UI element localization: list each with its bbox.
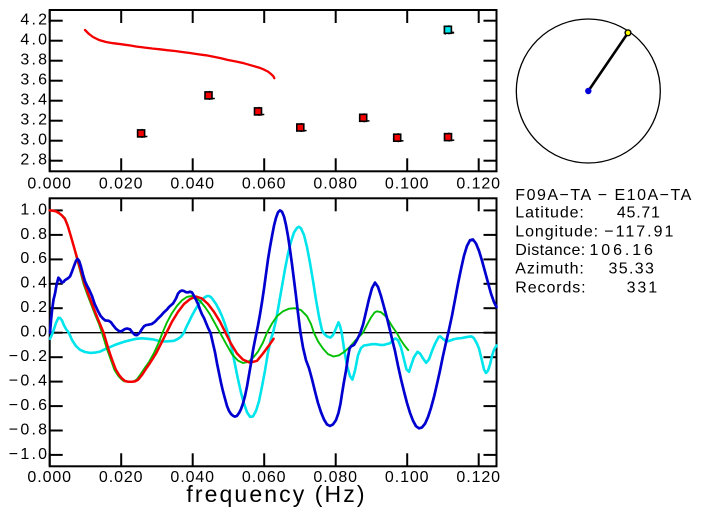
svg-text:Longitude:: Longitude: [515, 223, 599, 240]
svg-text:0.040: 0.040 [170, 175, 215, 192]
svg-text:Azimuth:: Azimuth: [515, 260, 584, 277]
svg-text:0.6: 0.6 [20, 250, 49, 267]
svg-text:4.2: 4.2 [20, 12, 49, 29]
svg-text:35.33: 35.33 [609, 260, 656, 277]
svg-text:F09A−TA − E10A−TA: F09A−TA − E10A−TA [515, 187, 692, 204]
svg-text:45.71: 45.71 [617, 204, 661, 221]
svg-text:2.8: 2.8 [20, 152, 49, 169]
svg-text:0.100: 0.100 [385, 469, 430, 486]
svg-text:106.16: 106.16 [590, 242, 656, 259]
svg-text:−0.2: −0.2 [9, 348, 49, 365]
svg-text:frequency (Hz): frequency (Hz) [186, 481, 366, 507]
svg-text:Records:: Records: [515, 279, 586, 296]
svg-text:0.0: 0.0 [20, 324, 49, 341]
svg-text:−0.8: −0.8 [9, 421, 49, 438]
svg-text:0.060: 0.060 [242, 469, 287, 486]
svg-text:0.040: 0.040 [170, 469, 215, 486]
svg-text:0.4: 0.4 [20, 275, 49, 292]
svg-text:0.020: 0.020 [99, 469, 144, 486]
svg-text:0.120: 0.120 [456, 469, 501, 486]
svg-text:0.080: 0.080 [313, 175, 358, 192]
svg-text:0.000: 0.000 [27, 175, 72, 192]
svg-text:331: 331 [627, 279, 659, 296]
svg-text:−0.4: −0.4 [9, 373, 49, 390]
svg-text:1.0: 1.0 [20, 201, 49, 218]
svg-text:0.100: 0.100 [385, 175, 430, 192]
svg-text:0.060: 0.060 [242, 175, 287, 192]
svg-text:0.8: 0.8 [20, 226, 49, 243]
svg-text:0.120: 0.120 [456, 175, 501, 192]
svg-text:0.2: 0.2 [20, 299, 49, 316]
svg-text:3.0: 3.0 [20, 132, 49, 149]
svg-text:3.4: 3.4 [20, 92, 49, 109]
svg-text:4.0: 4.0 [20, 32, 49, 49]
svg-text:3.8: 3.8 [20, 52, 49, 69]
svg-text:0.080: 0.080 [313, 469, 358, 486]
svg-text:Latitude:: Latitude: [515, 204, 584, 221]
svg-text:−1.0: −1.0 [9, 446, 49, 463]
svg-text:Distance:: Distance: [515, 242, 585, 259]
svg-text:3.6: 3.6 [20, 72, 49, 89]
svg-text:−0.6: −0.6 [9, 397, 49, 414]
svg-text:3.2: 3.2 [20, 112, 49, 129]
svg-text:−117.91: −117.91 [604, 223, 675, 240]
svg-text:0.000: 0.000 [27, 469, 72, 486]
svg-text:0.020: 0.020 [99, 175, 144, 192]
